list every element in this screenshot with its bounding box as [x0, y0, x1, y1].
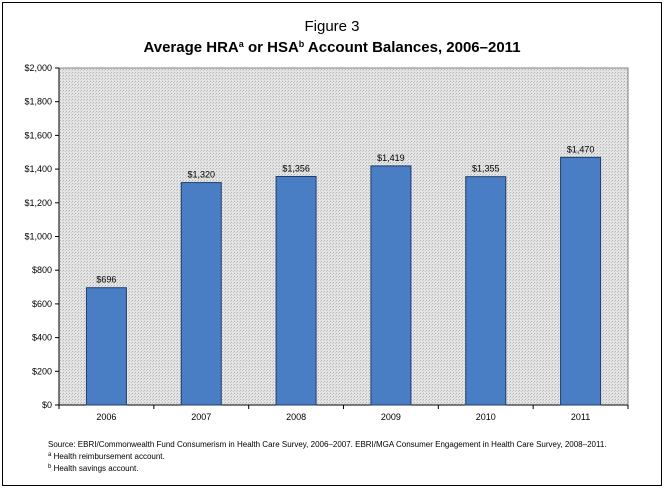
x-tick-label: 2011: [571, 412, 590, 422]
footnote-b: b Health savings account.: [48, 462, 648, 474]
title-part-3: Account Balances, 2006–2011: [304, 39, 521, 56]
x-tick-label: 2007: [191, 412, 211, 422]
x-tick-label: 2009: [381, 412, 401, 422]
y-tick-label: $0: [42, 400, 52, 410]
footnote-a-text: Health reimbursement account.: [51, 452, 165, 461]
bar-2010: [465, 176, 507, 406]
y-tick-label: $1,200: [24, 198, 52, 208]
title-superscript-a: a: [238, 39, 244, 49]
data-label-2006: $696: [96, 275, 116, 285]
data-label-2010: $1,355: [472, 164, 500, 174]
figure-frame: Figure 3 Average HRAa or HSAb Account Ba…: [2, 2, 662, 486]
title-part-2: or HSA: [243, 39, 299, 56]
chart-notes: Source: EBRI/Commonwealth Fund Consumeri…: [48, 440, 648, 474]
y-tick-label: $200: [32, 366, 52, 376]
x-axis: 2006 2007 2008 2009 2010 2011: [58, 404, 629, 422]
y-tick-label: $1,000: [24, 232, 52, 242]
data-label-2008: $1,356: [282, 164, 310, 174]
y-tick-label: $400: [32, 333, 52, 343]
footnote-a-mark: a: [48, 452, 52, 458]
footnote-b-mark: b: [48, 464, 52, 470]
y-tick-label: $1,800: [24, 97, 52, 107]
bar-2007: [180, 182, 222, 406]
data-labels: $696 $1,320 $1,356 $1,419 $1,355 $1,470: [96, 144, 594, 284]
data-label-2007: $1,320: [187, 170, 215, 180]
source-note: Source: EBRI/Commonwealth Fund Consumeri…: [48, 440, 607, 449]
x-tick-label: 2008: [286, 412, 306, 422]
footnote-b-text: Health savings account.: [51, 464, 139, 473]
data-label-2011: $1,470: [567, 144, 595, 154]
y-tick-label: $1,600: [24, 130, 52, 140]
title-part-1: Average HRA: [143, 39, 239, 56]
bar-chart: $0 $200 $400 $600 $800 $1,000 $1,200 $1,400 $1,6…: [24, 63, 629, 422]
data-label-2009: $1,419: [377, 153, 405, 163]
y-tick-label: $800: [32, 265, 52, 275]
plot-area: [58, 67, 629, 406]
y-tick-label: $600: [32, 299, 52, 309]
title-superscript-b: b: [298, 39, 305, 49]
figure-label: Figure 3: [304, 18, 360, 35]
y-axis: $0 $200 $400 $600 $800 $1,000 $1,200 $1,400 $1,6…: [24, 63, 60, 410]
bar-2009: [370, 165, 412, 406]
x-tick-label: 2010: [476, 412, 496, 422]
bar-series: [85, 156, 602, 406]
footnote-a: a Health reimbursement account.: [48, 450, 648, 462]
bar-2008: [275, 176, 317, 406]
y-tick-label: $2,000: [24, 63, 52, 73]
y-tick-label: $1,400: [24, 164, 52, 174]
chart-title: Average HRAa or HSAb Account Balances, 2…: [3, 39, 661, 56]
bar-2011: [560, 156, 602, 406]
x-tick-label: 2006: [96, 412, 116, 422]
bar-2006: [85, 287, 127, 406]
